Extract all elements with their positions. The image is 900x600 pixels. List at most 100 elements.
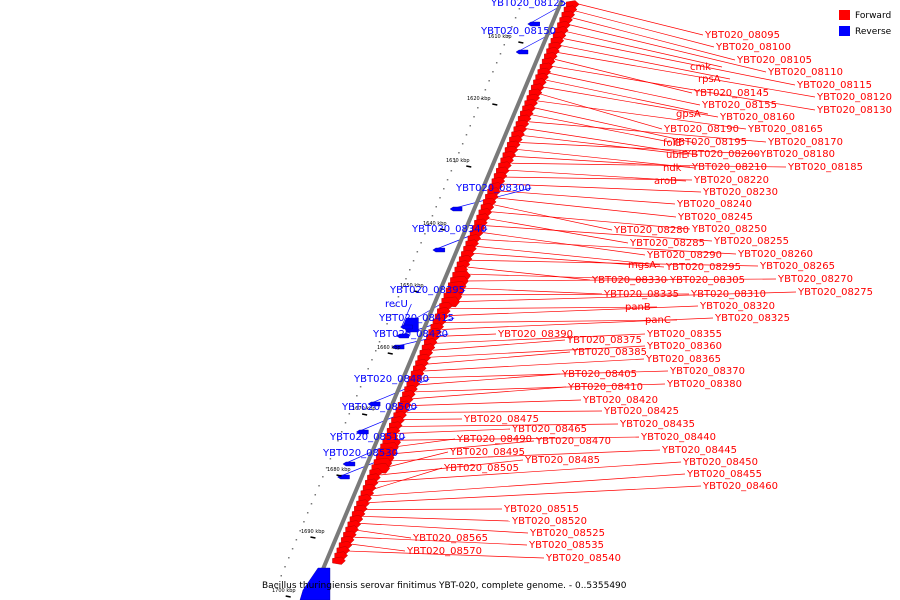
reverse-gene-label[interactable]: YBT020_08430: [372, 329, 448, 340]
reverse-gene-arrow[interactable]: [515, 49, 529, 55]
forward-gene-label[interactable]: YBT020_08465: [511, 424, 587, 435]
forward-gene-label[interactable]: YBT020_08195: [671, 137, 747, 148]
forward-gene-label[interactable]: YBT020_08495: [449, 447, 525, 458]
forward-gene-label[interactable]: YBT020_08255: [713, 236, 789, 247]
forward-gene-label[interactable]: YBT020_08425: [603, 406, 679, 417]
forward-gene-label[interactable]: YBT020_08155: [701, 100, 777, 111]
forward-gene-label[interactable]: YBT020_08375: [566, 335, 642, 346]
reverse-gene-arrow[interactable]: [449, 206, 463, 212]
forward-gene-label[interactable]: YBT020_08305: [669, 275, 745, 286]
forward-gene-label[interactable]: YBT020_08470: [535, 436, 611, 447]
forward-gene-label[interactable]: ndk: [663, 163, 682, 174]
forward-gene-label[interactable]: YBT020_08110: [767, 67, 843, 78]
forward-gene-label[interactable]: YBT020_08520: [511, 516, 587, 527]
forward-gene-label[interactable]: YBT020_08240: [676, 199, 752, 210]
forward-gene-label[interactable]: aroB: [654, 176, 677, 187]
forward-gene-label[interactable]: YBT020_08320: [699, 301, 775, 312]
forward-gene-label[interactable]: YBT020_08535: [528, 540, 604, 551]
forward-gene-label[interactable]: YBT020_08310: [690, 289, 766, 300]
forward-gene-label[interactable]: YBT020_08115: [796, 80, 872, 91]
forward-gene-label[interactable]: YBT020_08245: [677, 212, 753, 223]
reverse-gene-arrow[interactable]: [400, 324, 413, 330]
reverse-gene-label[interactable]: YBT020_08300: [455, 183, 531, 194]
forward-gene-label[interactable]: YBT020_08455: [686, 469, 762, 480]
reverse-gene-label[interactable]: YBT020_08125: [490, 0, 566, 9]
forward-gene-label[interactable]: YBT020_08460: [702, 481, 778, 492]
reverse-gene-label[interactable]: YBT020_08395: [389, 285, 465, 296]
forward-gene-label[interactable]: YBT020_08120: [816, 92, 892, 103]
reverse-gene-label[interactable]: YBT020_08530: [322, 448, 398, 459]
reverse-gene-label[interactable]: YBT020_08510: [329, 432, 405, 443]
forward-gene-label[interactable]: YBT020_08200: [684, 149, 760, 160]
forward-gene-label[interactable]: YBT020_08445: [661, 445, 737, 456]
forward-gene-label[interactable]: YBT020_08420: [582, 395, 658, 406]
reverse-gene-label[interactable]: YBT020_08480: [353, 374, 429, 385]
forward-gene-label[interactable]: YBT020_08290: [646, 250, 722, 261]
reverse-gene-label[interactable]: YBT020_08415: [378, 313, 454, 324]
forward-gene-label[interactable]: YBT020_08100: [715, 42, 791, 53]
forward-gene-label[interactable]: YBT020_08210: [691, 162, 767, 173]
forward-gene-label[interactable]: YBT020_08230: [702, 187, 778, 198]
forward-gene-label[interactable]: folE: [663, 138, 682, 149]
reverse-gene-arrow[interactable]: [367, 401, 381, 407]
forward-gene-label[interactable]: YBT020_08270: [777, 274, 853, 285]
forward-gene-label[interactable]: YBT020_08145: [693, 88, 769, 99]
forward-gene-label[interactable]: YBT020_08360: [646, 341, 722, 352]
forward-gene-label[interactable]: YBT020_08390: [497, 329, 573, 340]
reverse-gene-arrow[interactable]: [391, 344, 405, 350]
forward-gene-label[interactable]: YBT020_08185: [787, 162, 863, 173]
forward-gene-label[interactable]: YBT020_08370: [669, 366, 745, 377]
forward-gene-label[interactable]: YBT020_08330: [591, 275, 667, 286]
forward-gene-label[interactable]: YBT020_08250: [691, 224, 767, 235]
forward-gene-arrow[interactable]: [332, 556, 346, 565]
forward-gene-label[interactable]: YBT020_08275: [797, 287, 873, 298]
forward-gene-label[interactable]: YBT020_08220: [693, 175, 769, 186]
forward-gene-label[interactable]: rpsA: [698, 74, 721, 85]
forward-gene-label[interactable]: YBT020_08565: [412, 533, 488, 544]
forward-gene-label[interactable]: cmk: [690, 62, 711, 73]
forward-gene-label[interactable]: YBT020_08525: [529, 528, 605, 539]
forward-gene-label[interactable]: mgsA: [628, 260, 656, 271]
reverse-gene-arrow[interactable]: [432, 247, 446, 253]
forward-gene-label[interactable]: YBT020_08095: [704, 30, 780, 41]
forward-gene-label[interactable]: YBT020_08355: [646, 329, 722, 340]
forward-gene-label[interactable]: YBT020_08435: [619, 419, 695, 430]
forward-gene-label[interactable]: YBT020_08280: [613, 225, 689, 236]
forward-gene-label[interactable]: YBT020_08160: [719, 112, 795, 123]
forward-gene-label[interactable]: YBT020_08515: [503, 504, 579, 515]
forward-gene-label[interactable]: YBT020_08485: [524, 455, 600, 466]
forward-gene-label[interactable]: YBT020_08475: [463, 414, 539, 425]
forward-gene-label[interactable]: YBT020_08410: [567, 382, 643, 393]
reverse-gene-arrow[interactable]: [342, 461, 356, 467]
reverse-gene-arrow[interactable]: [396, 333, 409, 339]
forward-gene-label[interactable]: YBT020_08505: [443, 463, 519, 474]
forward-gene-label[interactable]: YBT020_08190: [663, 124, 739, 135]
reverse-gene-label[interactable]: YBT020_08340: [411, 224, 487, 235]
forward-gene-label[interactable]: YBT020_08570: [406, 546, 482, 557]
forward-gene-label[interactable]: YBT020_08180: [759, 149, 835, 160]
forward-gene-label[interactable]: YBT020_08365: [645, 354, 721, 365]
forward-gene-label[interactable]: panC: [645, 315, 671, 326]
forward-gene-label[interactable]: gpsA: [676, 109, 701, 120]
reverse-gene-arrow[interactable]: [356, 429, 369, 435]
reverse-gene-label[interactable]: YBT020_08500: [341, 402, 417, 413]
forward-gene-label[interactable]: YBT020_08105: [736, 55, 812, 66]
forward-gene-label[interactable]: YBT020_08260: [737, 249, 813, 260]
forward-gene-label[interactable]: YBT020_08130: [816, 105, 892, 116]
reverse-gene-label[interactable]: recU: [385, 299, 408, 310]
forward-gene-label[interactable]: YBT020_08380: [666, 379, 742, 390]
forward-gene-label[interactable]: YBT020_08165: [747, 124, 823, 135]
forward-gene-label[interactable]: YBT020_08285: [629, 238, 705, 249]
forward-gene-label[interactable]: YBT020_08440: [640, 432, 716, 443]
forward-gene-label[interactable]: YBT020_08490: [456, 434, 532, 445]
reverse-gene-label[interactable]: YBT020_08150: [480, 26, 556, 37]
forward-gene-label[interactable]: ubiE: [666, 150, 688, 161]
reverse-gene-arrow[interactable]: [527, 21, 540, 27]
forward-gene-label[interactable]: YBT020_08335: [603, 289, 679, 300]
forward-gene-label[interactable]: YBT020_08405: [561, 369, 637, 380]
forward-gene-label[interactable]: YBT020_08450: [682, 457, 758, 468]
forward-gene-label[interactable]: YBT020_08385: [571, 347, 647, 358]
forward-gene-label[interactable]: YBT020_08170: [767, 137, 843, 148]
forward-gene-label[interactable]: YBT020_08295: [665, 262, 741, 273]
reverse-gene-arrow[interactable]: [299, 567, 331, 600]
